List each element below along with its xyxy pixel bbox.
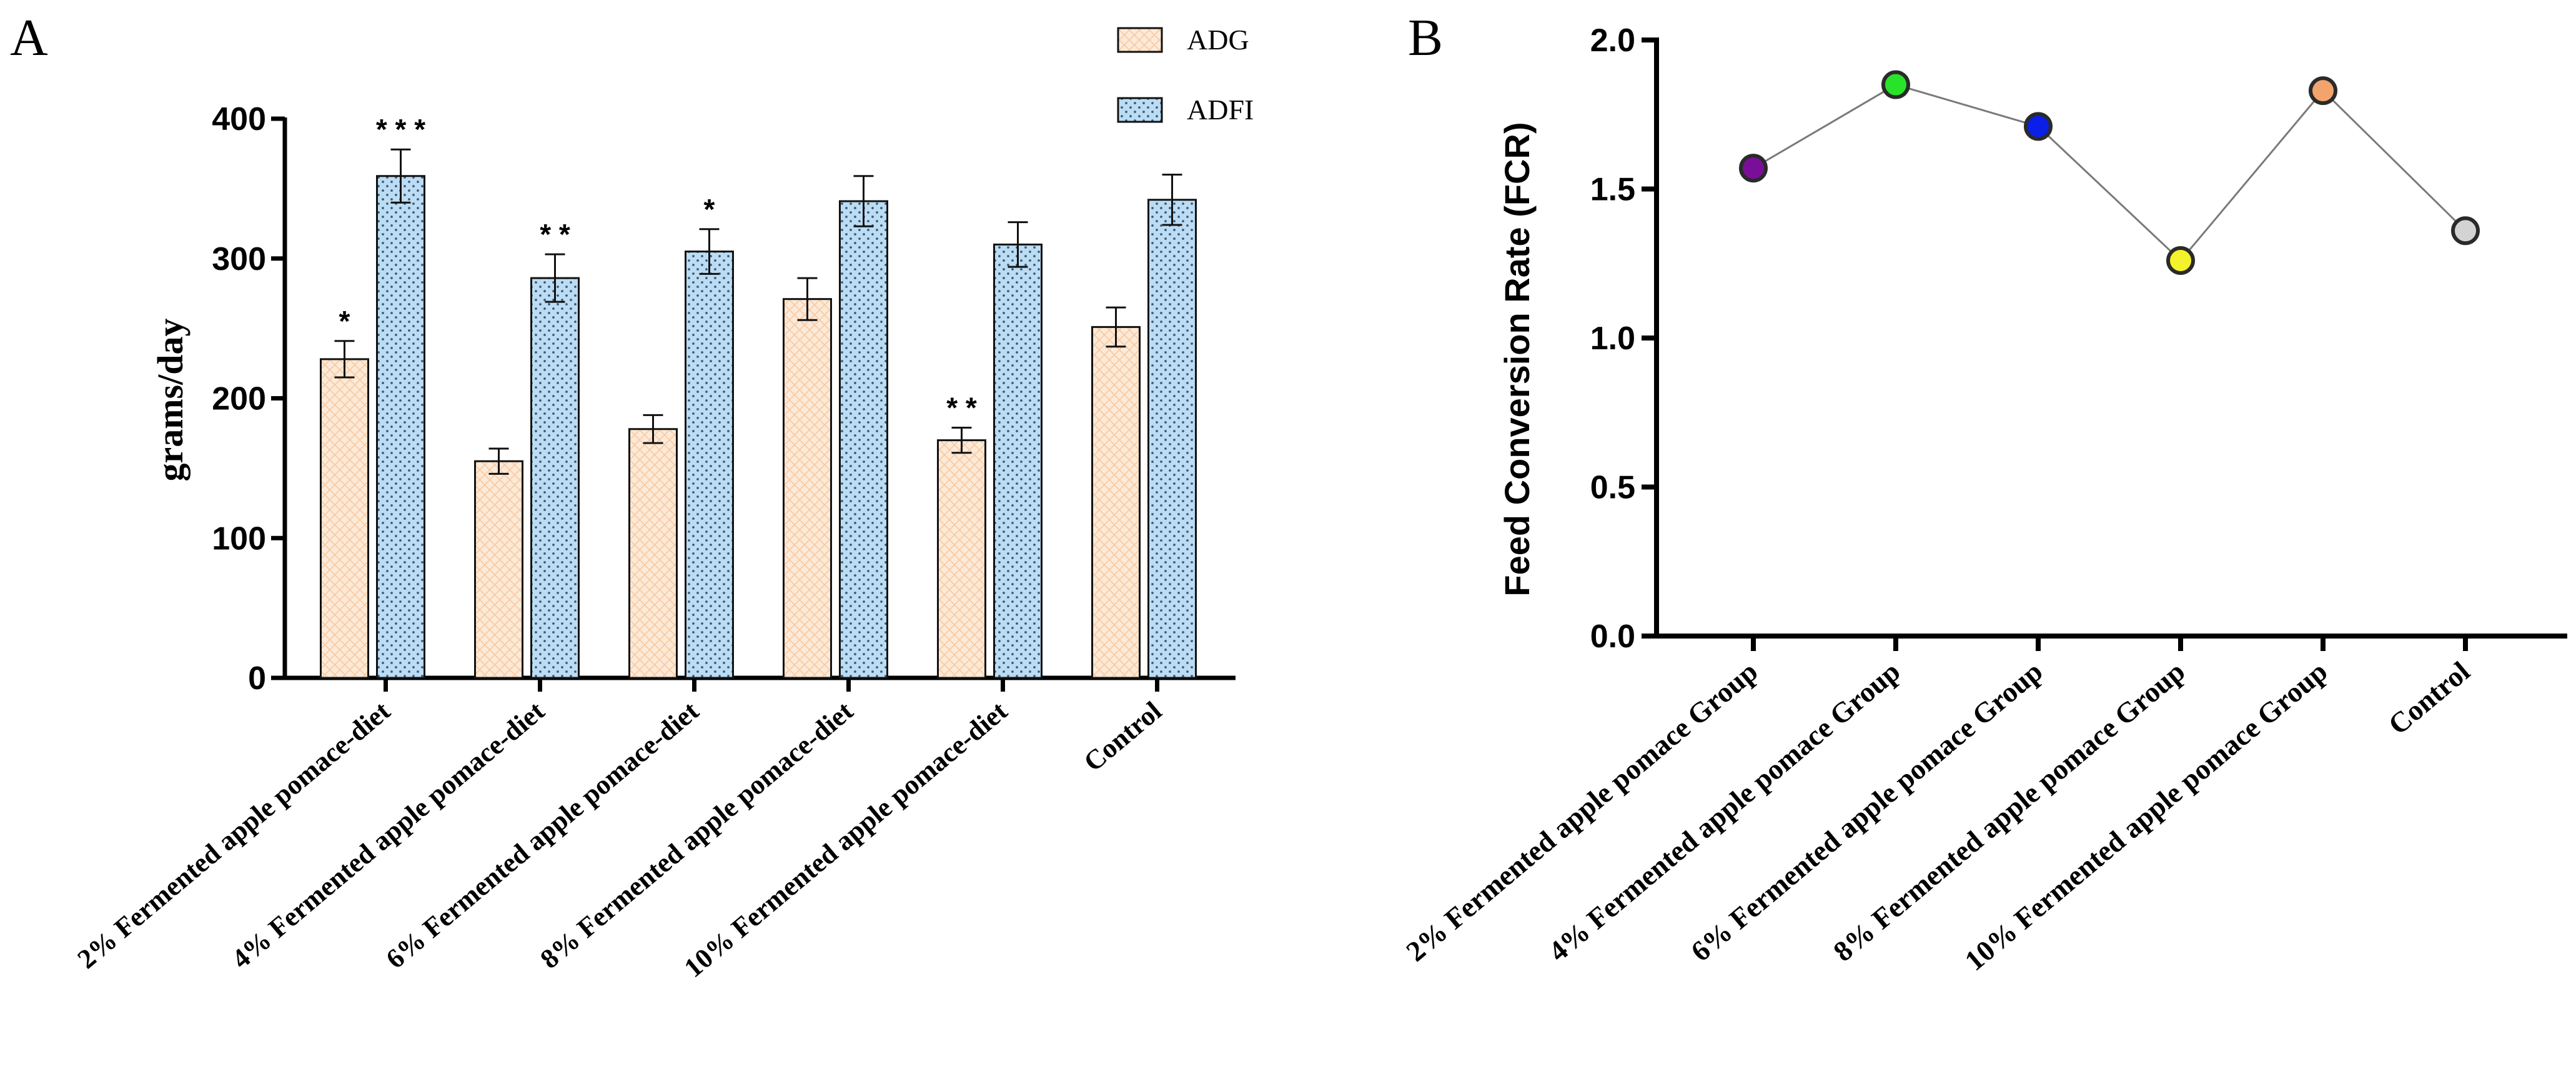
panel-a: A grams/day 0 100 200 300 400 2% Fermented ap… [10,9,1254,983]
panel-a-bar-adfi [685,251,734,679]
panel-a-y-tick-label: 100 [212,520,266,557]
panel-a-legend: ADG ADFI [1117,24,1254,126]
panel-a-significance-mark: * * [946,391,977,424]
panel-a-letter: A [10,9,48,67]
panel-a-y-tick-label: 400 [212,101,266,137]
panel-b-point [2024,112,2053,141]
panel-a-legend-label-adg: ADG [1187,24,1249,56]
panel-a-y-tick-label: 300 [212,241,266,277]
panel-a-x-tick-label: 8% Fermented apple pomace-diet [535,695,859,975]
panel-a-bar-adg [1091,326,1141,679]
panel-b: B Feed Conversion Rate (FCR) 0.0 0.5 1.0 1.… [1400,9,2567,977]
panel-a-significance-mark: * * [540,218,570,251]
panel-b-y-tick-label: 1.5 [1590,172,1635,208]
panel-a-significance-mark: * [704,193,715,226]
panel-b-point [2451,216,2480,246]
panel-b-letter: B [1408,9,1443,67]
panel-b-point [1739,154,1768,183]
panel-b-y-axis-title: Feed Conversion Rate (FCR) [1497,122,1537,596]
panel-b-line [1753,83,2467,262]
panel-a-legend-label-adfi: ADFI [1187,94,1254,126]
panel-b-series [1739,70,2480,275]
panel-a-x-tick-label: 2% Fermented apple pomace-diet [72,695,396,975]
panel-a-bar-adfi [993,243,1043,679]
panel-a-legend-swatch-adfi [1117,97,1163,123]
panel-a-x-tick-label: 10% Fermented apple pomace-diet [678,695,1013,983]
panel-a-bar-adfi [839,200,888,679]
panel-b-point [2309,76,2337,106]
panel-b-axes: 0.00.51.01.52.02% Fermented apple pomace… [1400,22,2567,977]
panel-b-y-tick-label: 0.5 [1590,470,1635,506]
panel-a-y-axis-title: grams/day [150,319,191,482]
panel-a-y-tick-label: 0 [248,660,266,697]
panel-b-point [1881,70,1910,99]
panel-a-legend-swatch-adg [1117,27,1163,53]
panel-a-bar-adfi [376,175,425,679]
panel-a-bar-adg [628,428,678,679]
panel-a-x-tick-label: Control [1078,695,1167,777]
panel-a-significance-mark: * [339,305,350,337]
panel-a-bar-adg [783,298,832,679]
panel-b-y-tick-label: 1.0 [1590,321,1635,357]
panel-a-bar-adg [474,460,523,679]
panel-a-bars: * * * * * * * * * [320,113,1197,679]
panel-b-point [2166,246,2195,275]
panel-b-x-tick-label: Control [2382,655,2476,741]
panel-a-x-tick-label: 6% Fermented apple pomace-diet [380,695,705,975]
panel-a-y-tick-label: 200 [212,381,266,417]
panel-a-bar-adfi [1147,199,1197,679]
panel-a-bar-adg [937,439,986,679]
panel-a-bar-adg [320,358,369,679]
panel-a-x-tick-label: 4% Fermented apple pomace-diet [226,695,550,975]
panel-a-bar-adfi [530,277,580,679]
panel-b-y-tick-label: 2.0 [1590,22,1635,59]
panel-a-significance-mark: * * * [376,113,425,146]
panel-b-y-tick-label: 0.0 [1590,619,1635,655]
